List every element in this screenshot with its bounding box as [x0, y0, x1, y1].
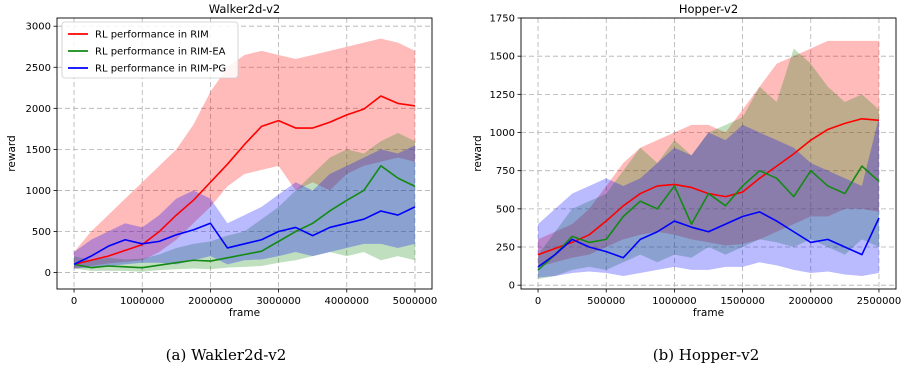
hopper-chart: 0 500000 1000000 1500000 2000000 2500000 0 250 5… [472, 2, 901, 364]
legend-entry-rl-performance-in-rim-ea: RL performance in RIM-EA [95, 47, 226, 58]
y-tick-label: 1000 [490, 128, 515, 139]
y-tick-label: 0 [509, 281, 515, 292]
line-rl-performance-in-rim [73, 95, 416, 266]
x-tick-label: 2500000 [857, 296, 902, 307]
y-tick-label: 3000 [26, 22, 51, 33]
y-tick-label: 500 [496, 204, 515, 215]
chart-title: Walker2d-v2 [209, 2, 281, 16]
x-tick-label: 0 [535, 296, 541, 307]
x-tick-label: 1000000 [652, 296, 697, 307]
band-rl-performance-in-rim-pg [538, 117, 879, 278]
walker2d-chart: 0 1000000 2000000 3000000 4000000 5000000 0 500… [6, 2, 437, 364]
y-tick-label: 750 [496, 166, 515, 177]
plot-frame [56, 17, 433, 290]
band-rl-performance-in-rim [74, 38, 415, 269]
x-tick-label: 3000000 [256, 296, 301, 307]
x-tick-label: 1000000 [120, 296, 165, 307]
y-tick-label: 250 [496, 243, 515, 254]
figure-caption: (b) Hopper-v2 [653, 346, 760, 364]
y-tick-label: 1250 [490, 90, 515, 101]
line-rl-performance-in-rim-pg [537, 211, 880, 268]
figure-caption: (a) Wakler2d-v2 [166, 346, 287, 364]
y-tick-label: 2500 [26, 63, 51, 74]
band-rl-performance-in-rim-ea [538, 48, 879, 280]
y-tick-label: 1500 [490, 52, 515, 63]
y-tick-label: 1000 [26, 186, 51, 197]
x-tick-label: 4000000 [324, 296, 369, 307]
y-tick-label: 2000 [26, 104, 51, 115]
x-tick-label: 500000 [587, 296, 625, 307]
y-tick-label: 1750 [490, 14, 515, 25]
x-tick-label: 1500000 [720, 296, 765, 307]
x-tick-label: 2000000 [788, 296, 833, 307]
y-tick-label: 500 [32, 227, 51, 238]
legend-entry-rl-performance-in-rim: RL performance in RIM [95, 30, 209, 41]
band-rl-performance-in-rim-pg [74, 145, 415, 269]
y-tick-label: 1500 [26, 145, 51, 156]
line-rl-performance-in-rim-ea [537, 165, 880, 271]
y-axis-label: reward [6, 135, 18, 171]
band-rl-performance-in-rim [538, 40, 879, 267]
legend-box [61, 21, 239, 79]
x-tick-label: 0 [71, 296, 77, 307]
plot-frame [520, 17, 897, 290]
x-tick-label: 2000000 [188, 296, 233, 307]
band-rl-performance-in-rim-ea [74, 132, 415, 272]
line-rl-performance-in-rim-pg [73, 206, 416, 266]
line-rl-performance-in-rim-ea [73, 165, 416, 269]
legend-entry-rl-performance-in-rim-pg: RL performance in RIM-PG [95, 64, 226, 75]
x-axis-label: frame [693, 307, 724, 319]
y-axis-label: reward [472, 135, 484, 171]
y-tick-label: 0 [45, 268, 51, 279]
x-tick-label: 5000000 [393, 296, 438, 307]
chart-title: Hopper-v2 [679, 2, 738, 16]
x-axis-label: frame [229, 307, 260, 319]
